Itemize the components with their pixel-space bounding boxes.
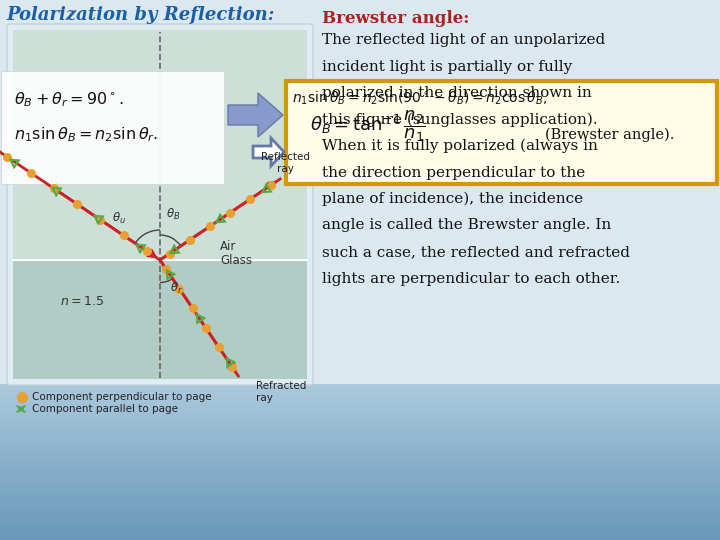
Text: angle is called the Brewster angle. In: angle is called the Brewster angle. In	[322, 219, 611, 233]
Bar	[0, 0, 720, 385]
Text: such a case, the reflected and refracted: such a case, the reflected and refracted	[322, 245, 630, 259]
Text: polarized in the direction shown in: polarized in the direction shown in	[322, 86, 592, 100]
Bar	[0, 505, 720, 509]
Text: $\theta_B$: $\theta_B$	[166, 207, 180, 222]
Text: plane of incidence), the incidence: plane of incidence), the incidence	[322, 192, 583, 206]
Bar	[0, 462, 720, 465]
Bar	[0, 430, 720, 434]
Bar	[0, 487, 720, 491]
Bar	[0, 477, 720, 481]
Bar	[0, 402, 720, 406]
Bar	[0, 500, 720, 504]
Text: Air: Air	[220, 240, 236, 253]
Bar	[0, 534, 720, 537]
Bar	[0, 518, 720, 522]
Text: Glass: Glass	[220, 254, 252, 267]
Text: $n_1 \sin \theta_B = n_2 \sin \theta_r.$: $n_1 \sin \theta_B = n_2 \sin \theta_r.$	[14, 125, 158, 144]
Bar	[0, 490, 720, 494]
Bar	[0, 459, 720, 462]
Polygon shape	[253, 138, 284, 166]
Bar	[0, 426, 720, 429]
Text: this figure (sunglasses application).: this figure (sunglasses application).	[322, 112, 598, 127]
Text: Component perpendicular to page: Component perpendicular to page	[32, 392, 212, 402]
Bar	[0, 508, 720, 511]
Text: Component parallel to page: Component parallel to page	[32, 404, 178, 414]
Bar	[0, 451, 720, 455]
Bar	[13, 30, 307, 260]
Text: lights are perpendicular to each other.: lights are perpendicular to each other.	[322, 272, 620, 286]
Bar	[0, 472, 720, 475]
Bar	[0, 456, 720, 460]
Bar	[0, 410, 720, 414]
Bar	[0, 464, 720, 468]
Bar	[0, 441, 720, 444]
Bar	[0, 469, 720, 473]
Bar	[0, 423, 720, 427]
Bar	[0, 513, 720, 517]
Text: $n = 1.5$: $n = 1.5$	[60, 295, 104, 308]
Bar	[0, 503, 720, 507]
Bar	[0, 536, 720, 540]
Bar	[0, 511, 720, 514]
Text: $n_1 \sin \theta_B = n_2 \sin(90^\circ - \theta_B) = n_2 \cos \theta_B,$: $n_1 \sin \theta_B = n_2 \sin(90^\circ -…	[292, 90, 547, 107]
Bar	[0, 492, 720, 496]
Bar	[0, 415, 720, 418]
Bar	[0, 521, 720, 524]
Bar	[13, 260, 307, 379]
Bar	[0, 523, 720, 527]
Bar	[0, 384, 720, 388]
Text: $\theta_u$: $\theta_u$	[112, 211, 126, 226]
Bar	[0, 498, 720, 501]
Text: Brewster angle:: Brewster angle:	[322, 10, 469, 27]
Bar	[0, 482, 720, 486]
Bar	[0, 404, 720, 408]
Text: the direction perpendicular to the: the direction perpendicular to the	[322, 165, 585, 179]
FancyBboxPatch shape	[286, 81, 717, 184]
Bar	[0, 454, 720, 457]
Bar	[0, 397, 720, 401]
Text: The reflected light of an unpolarized: The reflected light of an unpolarized	[322, 33, 606, 47]
Bar	[0, 531, 720, 535]
Bar	[0, 400, 720, 403]
Bar	[0, 495, 720, 498]
Bar	[0, 480, 720, 483]
Bar	[0, 428, 720, 431]
Bar	[0, 467, 720, 470]
Bar	[0, 394, 720, 398]
FancyBboxPatch shape	[7, 24, 313, 385]
Bar	[0, 485, 720, 488]
Bar	[0, 529, 720, 532]
Text: Reflected
ray: Reflected ray	[261, 152, 310, 174]
Bar	[0, 420, 720, 424]
Bar	[0, 413, 720, 416]
Bar	[0, 392, 720, 395]
Text: $\theta_B = \tan^{-1} \dfrac{n_2}{n_1}$: $\theta_B = \tan^{-1} \dfrac{n_2}{n_1}$	[310, 108, 426, 144]
Bar	[0, 389, 720, 393]
Text: Polarization by Reflection:: Polarization by Reflection:	[6, 6, 274, 24]
Polygon shape	[228, 93, 283, 137]
Bar	[0, 407, 720, 411]
Text: $\theta_B + \theta_r = 90^\circ.$: $\theta_B + \theta_r = 90^\circ.$	[14, 90, 124, 109]
Text: When it is fully polarized (always in: When it is fully polarized (always in	[322, 139, 598, 153]
Bar	[0, 446, 720, 450]
Text: (Brewster angle).: (Brewster angle).	[545, 128, 675, 142]
FancyBboxPatch shape	[1, 71, 224, 184]
Text: incident light is partially or fully: incident light is partially or fully	[322, 59, 572, 73]
Text: Refracted
ray: Refracted ray	[256, 381, 307, 403]
Bar	[0, 443, 720, 447]
Bar	[0, 516, 720, 519]
Bar	[0, 438, 720, 442]
Bar	[0, 436, 720, 439]
Bar	[0, 387, 720, 390]
Text: $\theta_r$: $\theta_r$	[170, 281, 183, 296]
Bar	[0, 475, 720, 478]
Bar	[0, 433, 720, 437]
Bar	[0, 449, 720, 452]
Bar	[0, 417, 720, 421]
Bar	[0, 526, 720, 530]
